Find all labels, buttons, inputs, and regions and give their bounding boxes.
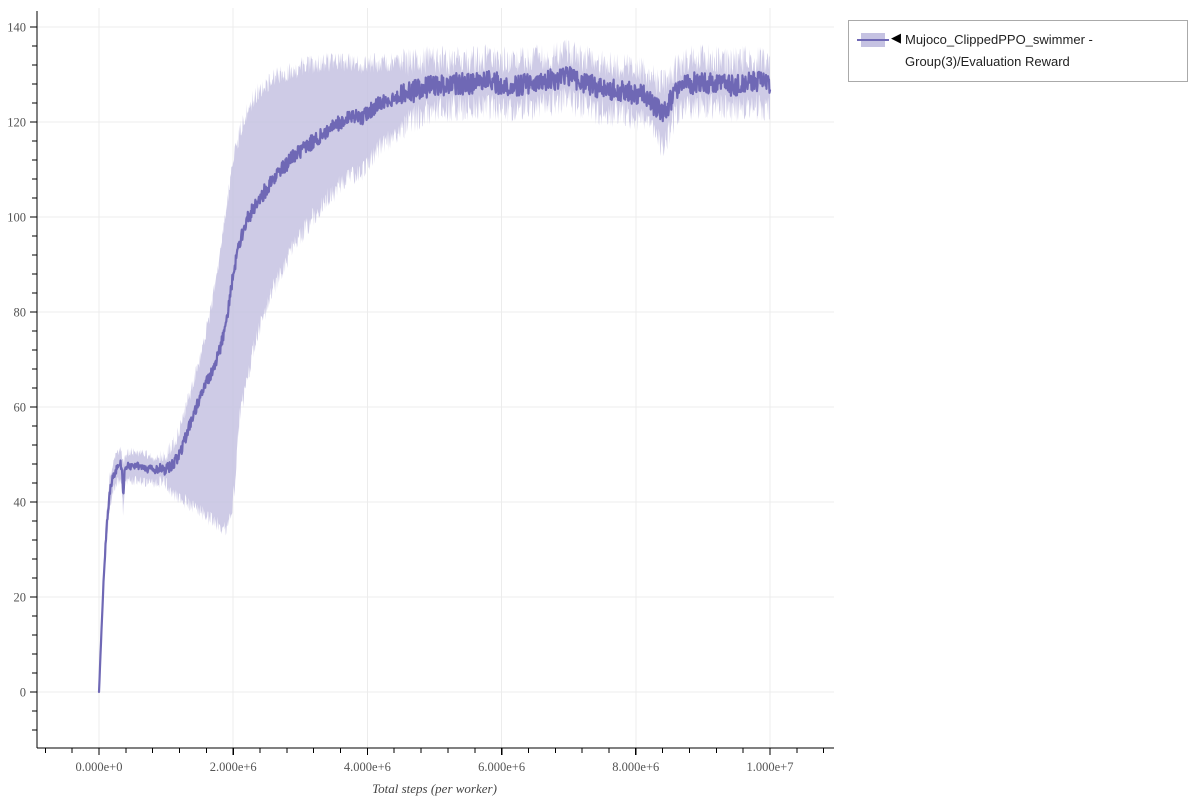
svg-text:0: 0 bbox=[20, 686, 26, 700]
svg-text:120: 120 bbox=[7, 116, 26, 130]
uncertainty-band bbox=[99, 38, 770, 694]
svg-text:1.000e+7: 1.000e+7 bbox=[747, 760, 794, 774]
svg-text:80: 80 bbox=[14, 306, 27, 320]
svg-text:40: 40 bbox=[14, 496, 27, 510]
svg-text:0.000e+0: 0.000e+0 bbox=[76, 760, 123, 774]
gridlines bbox=[37, 8, 834, 748]
svg-text:2.000e+6: 2.000e+6 bbox=[210, 760, 257, 774]
svg-text:20: 20 bbox=[14, 591, 27, 605]
legend-series-label: Mujoco_ClippedPPO_swimmer - Group(3)/Eva… bbox=[905, 32, 1093, 69]
svg-text:140: 140 bbox=[7, 21, 26, 35]
axes bbox=[30, 11, 834, 755]
chart-legend[interactable]: ◀ Mujoco_ClippedPPO_swimmer - Group(3)/E… bbox=[848, 20, 1188, 82]
legend-color-swatch bbox=[857, 30, 889, 50]
svg-text:8.000e+6: 8.000e+6 bbox=[612, 760, 659, 774]
legend-item[interactable]: ◀ Mujoco_ClippedPPO_swimmer - Group(3)/E… bbox=[857, 29, 1178, 73]
svg-text:100: 100 bbox=[7, 211, 26, 225]
x-axis-title: Total steps (per worker) bbox=[372, 781, 497, 796]
mean-line bbox=[97, 66, 772, 694]
legend-line-swatch bbox=[857, 39, 889, 42]
svg-text:60: 60 bbox=[14, 401, 27, 415]
legend-triangle-marker: ◀ bbox=[891, 30, 901, 45]
svg-text:6.000e+6: 6.000e+6 bbox=[478, 760, 525, 774]
tick-labels: 0 20 40 60 80 100 120 140 0.000e+0 2.000e+6 4.000e… bbox=[7, 21, 793, 775]
svg-text:4.000e+6: 4.000e+6 bbox=[344, 760, 391, 774]
axis-titles: Total steps (per worker) bbox=[372, 781, 497, 796]
